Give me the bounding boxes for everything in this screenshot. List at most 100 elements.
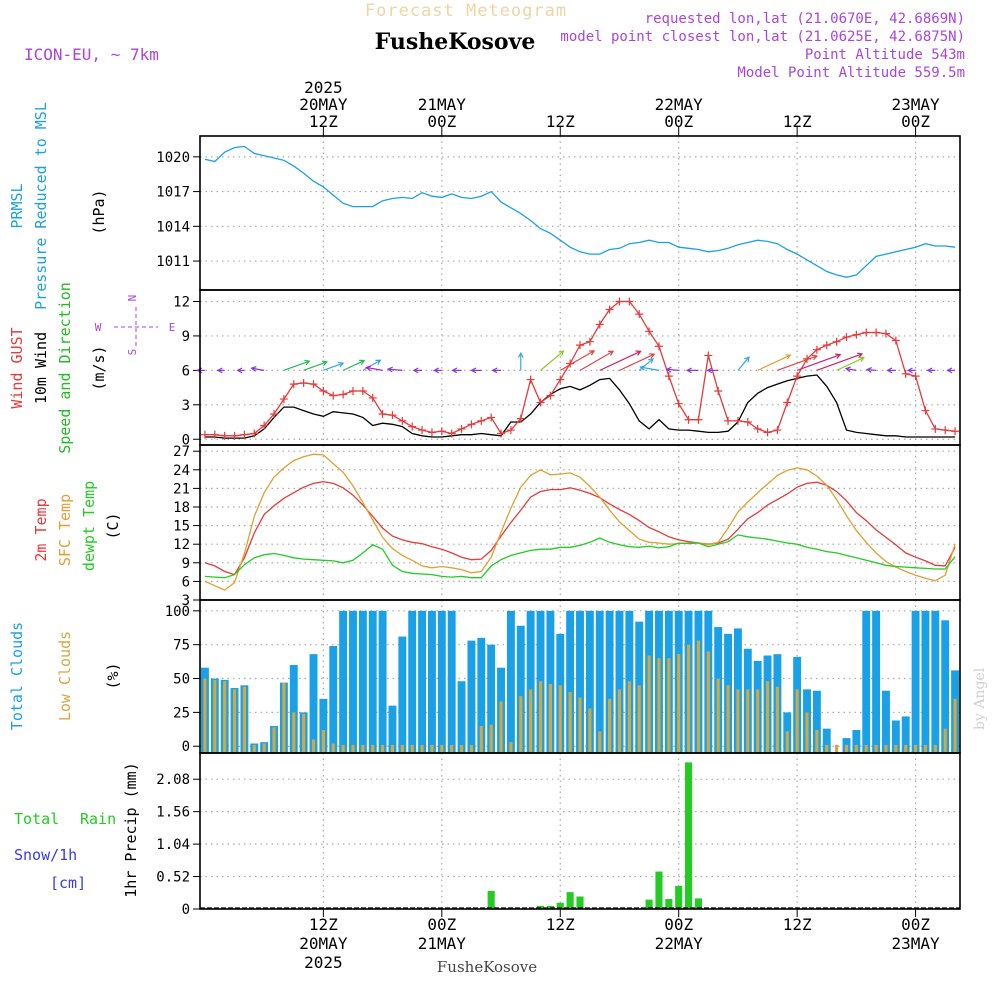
wind-direction-arrow [757,354,791,371]
cloud-total-bar [882,690,890,753]
y-tick-label: 12 [173,537,190,553]
wind-gust-marker [279,395,288,404]
wind-gust-marker [467,420,476,429]
cloud-total-bar [349,610,357,753]
precip-bar [694,898,702,909]
wind-direction-arrow [366,366,383,371]
wind-gust-marker [516,414,525,423]
wind-gust-marker [358,387,367,396]
cloud-low-bar [746,689,750,753]
cloud-low-bar [933,744,937,753]
wind-direction-arrow [845,367,857,371]
cloud-total-bar [437,610,446,753]
cloud-total-bar [921,610,930,753]
cloud-total-bar [329,646,338,753]
date-label-top: 21MAY [418,95,467,114]
wind-direction-arrowhead [608,350,615,356]
cloud-low-bar [568,692,572,753]
wind-direction-arrowhead [946,367,953,374]
y-tick-label: 6 [182,363,190,379]
cloud-low-bar [459,744,464,753]
wind-gust-marker [368,393,377,402]
y-tick-label: 21 [173,481,190,497]
cloud-total-bar [546,610,555,753]
date-label-bottom: 23MAY [891,934,940,953]
cloud-low-bar [647,655,651,753]
cloud-low-bar [736,689,740,753]
wind-gust-marker [625,297,634,306]
cloud-total-bar [812,690,821,753]
temp-sfc-line [204,453,956,591]
wind-direction-arrow [640,366,660,371]
y-tick-label: 50 [173,672,190,688]
cloud-low-bar [371,744,375,753]
temp-dewpt-axis-label: dewpt Temp [80,481,98,571]
wind-direction-arrowhead [811,354,819,361]
wind-direction-arrow [342,360,365,371]
cloud-low-bar [904,744,908,753]
cloud-total-bar [931,610,940,753]
y-tick-label: 1017 [156,185,190,201]
date-label-top: 23MAY [891,95,940,114]
point-altitude: Point Altitude 543m [805,47,965,63]
wind-direction-arrowhead [451,367,458,374]
cloud-low-bar [864,744,868,753]
wind-direction-arrow [619,353,655,371]
requested-coords: requested lon,lat (21.0670E, 42.6869N) [645,11,965,27]
precip-bar [566,892,574,909]
cloud-low-bar [637,685,641,753]
cloud-low-bar [677,654,681,753]
compass-west-label: W [95,321,102,334]
cloud-low-bar [627,681,631,753]
cloud-low-bar [223,681,227,753]
cloud-low-bar [499,701,503,753]
wind-gust-marker [309,380,318,389]
watermark: by Angel [972,667,988,730]
wind-gust-marker [477,416,486,425]
precip-snow-unit-label: [cm] [50,874,86,892]
wind-direction-arrowhead [639,364,646,371]
cloud-total-bar [388,705,397,753]
wind-gust-marker [891,336,900,345]
y-tick-label: 1.04 [156,837,190,853]
wind-direction-arrow [816,353,863,371]
cloud-low-bar [351,744,355,753]
time-label-top: 12Z [546,112,575,131]
cloud-low-bar [815,729,819,753]
wind-gust-marker [398,416,407,425]
time-label-top: 12Z [783,112,812,131]
wind-gust-marker [753,424,762,433]
wind-direction-arrow [796,354,841,371]
wind-direction-arrowhead [517,351,524,358]
temp-2m-axis-label: 2m Temp [32,498,50,561]
y-tick-label: 2.08 [156,772,190,788]
wind-gust-marker [348,387,357,396]
wind-direction-arrowhead [647,357,654,364]
wind-gust-marker [704,351,713,360]
cloud-total-bar [358,610,367,753]
cloud-total-bar [595,610,604,753]
wind-direction-arrowhead [844,366,851,373]
cloud-low-bar [538,681,543,753]
wind-gust-marker [200,430,209,439]
temp-sfc-axis-label: SFC Temp [56,494,74,566]
pressure-line [204,145,956,278]
date-label-top: 20MAY [299,95,348,114]
footer-location: FusheKosove [437,958,537,976]
cloud-low-bar [410,744,414,753]
cloud-low-bar [706,651,710,753]
wind-gust-marker [576,341,584,350]
precip-snow-label: Snow/1h [14,846,77,864]
cloud-low-bar [588,708,592,753]
wind-gust-marker [941,426,950,435]
cloud-low-bar [825,744,829,753]
wind-gust-marker [289,380,298,389]
y-tick-label: 9 [182,329,190,345]
date-label-bottom: 21MAY [418,934,467,953]
wind-gust-marker [783,398,792,407]
year-label-bottom: 2025 [304,953,343,972]
cloud-total-bar [615,610,624,753]
cloud-low-bar [805,712,809,753]
wind-gust-marker [911,372,920,381]
